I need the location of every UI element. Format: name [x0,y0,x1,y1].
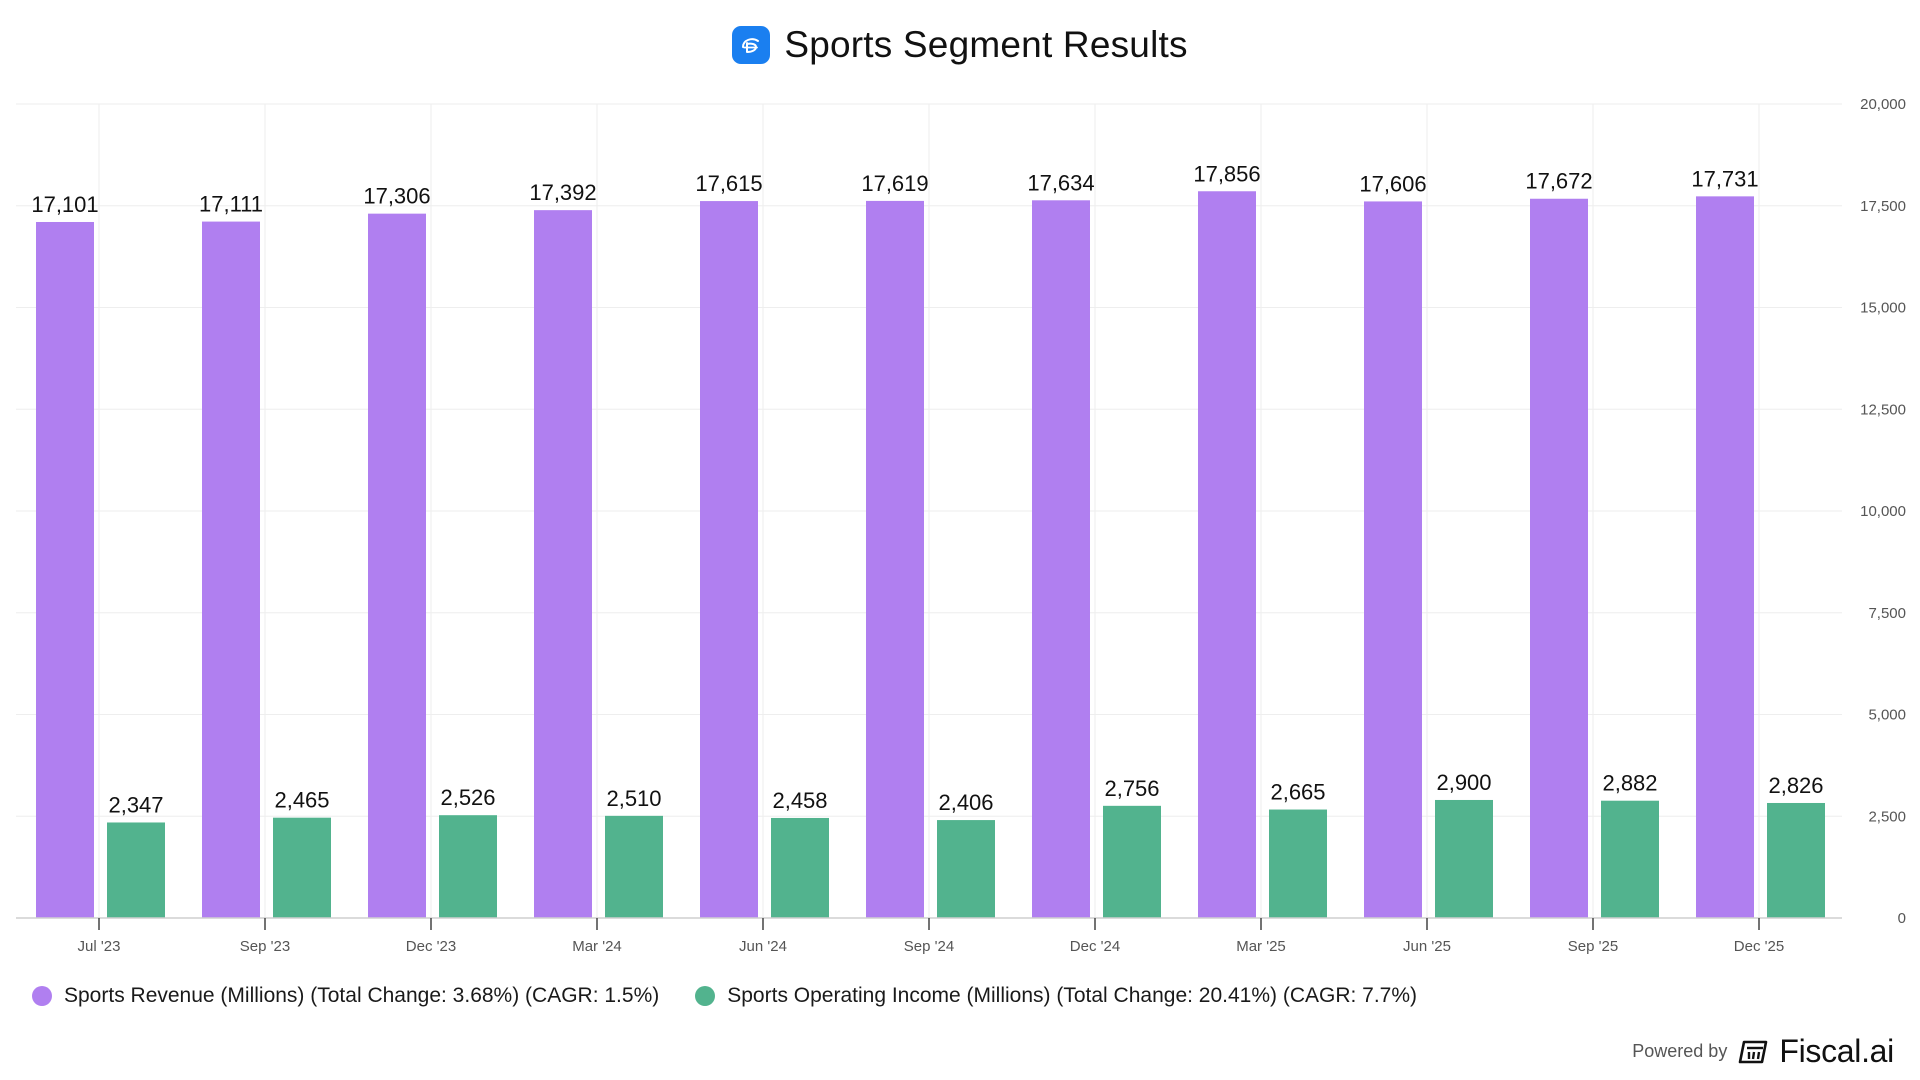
income-bar [1435,799,1493,918]
y-tick-label: 12,500 [1860,401,1906,418]
y-tick-label: 5,000 [1868,707,1906,724]
income-data-label: 2,900 [1436,770,1491,795]
income-data-label: 2,882 [1602,771,1657,796]
revenue-bar [36,221,94,918]
revenue-bar [1032,200,1090,918]
x-tick-label: Sep '24 [904,938,954,955]
x-tick-label: Sep '23 [240,938,290,955]
revenue-data-label: 17,306 [363,184,430,209]
revenue-bar [1696,196,1754,919]
income-bar [1269,809,1327,918]
income-bar [1103,805,1161,918]
revenue-data-label: 17,856 [1193,161,1260,186]
revenue-data-label: 17,101 [31,192,98,217]
revenue-bar [202,221,260,919]
income-bar [107,822,165,918]
income-data-label: 2,465 [274,788,329,813]
revenue-data-label: 17,606 [1359,171,1426,196]
income-data-label: 2,458 [772,788,827,813]
y-tick-label: 17,500 [1860,198,1906,215]
legend-swatch-income [695,986,716,1006]
x-tick-label: Dec '25 [1734,938,1784,955]
x-tick-label: Jun '24 [739,938,787,955]
x-tick-label: Mar '25 [1236,938,1286,955]
y-tick-label: 2,500 [1868,808,1906,825]
footer: Powered by Fiscal.ai [1632,1033,1894,1070]
revenue-data-label: 17,392 [529,180,596,205]
chart-legend: Sports Revenue (Millions) (Total Change:… [32,984,1417,1008]
x-tick-label: Mar '24 [572,938,622,955]
y-tick-label: 20,000 [1860,96,1906,113]
income-bar [1601,800,1659,918]
y-tick-label: 10,000 [1860,503,1906,520]
legend-item-revenue[interactable]: Sports Revenue (Millions) (Total Change:… [32,984,659,1008]
revenue-bar [1530,198,1588,918]
income-bar [937,820,995,918]
revenue-data-label: 17,615 [695,171,762,196]
revenue-bar [368,213,426,918]
legend-label-revenue: Sports Revenue (Millions) (Total Change:… [64,984,660,1007]
legend-label-income: Sports Operating Income (Millions) (Tota… [727,984,1418,1007]
income-bar [1767,802,1825,918]
chart-header: Sports Segment Results [0,24,1920,66]
revenue-data-label: 17,634 [1027,170,1094,195]
powered-by-text: Powered by [1632,1041,1728,1061]
revenue-bar [1198,191,1256,918]
income-data-label: 2,756 [1104,776,1159,801]
income-bar [605,815,663,918]
y-tick-label: 7,500 [1868,605,1906,622]
revenue-bar [700,201,758,918]
income-data-label: 2,347 [108,792,163,817]
fiscal-brand-text[interactable]: Fiscal.ai [1779,1033,1894,1069]
income-data-label: 2,665 [1270,780,1325,805]
income-bar [439,815,497,918]
revenue-bar [534,210,592,918]
disney-plus-icon [732,26,771,64]
revenue-data-label: 17,111 [199,192,263,217]
revenue-bar [866,200,924,919]
y-tick-label: 0 [1898,910,1906,927]
revenue-data-label: 17,731 [1691,166,1758,191]
x-tick-label: Jul '23 [78,938,121,955]
revenue-data-label: 17,619 [861,171,928,196]
y-tick-label: 15,000 [1860,300,1906,317]
income-bar [273,817,331,918]
x-tick-label: Jun '25 [1403,938,1451,955]
income-bar [771,817,829,918]
income-data-label: 2,510 [606,786,661,811]
legend-swatch-revenue [32,986,52,1006]
income-data-label: 2,826 [1768,773,1823,798]
income-data-label: 2,526 [440,785,495,810]
x-tick-label: Sep '25 [1568,938,1618,955]
revenue-data-label: 17,672 [1525,169,1592,194]
revenue-bar [1364,201,1422,919]
fiscal-logo-icon [1737,1039,1769,1065]
x-tick-label: Dec '23 [406,938,456,955]
income-data-label: 2,406 [938,790,993,815]
legend-item-income[interactable]: Sports Operating Income (Millions) (Tota… [695,984,1417,1008]
chart-title: Sports Segment Results [784,24,1188,65]
x-tick-label: Dec '24 [1070,938,1120,955]
